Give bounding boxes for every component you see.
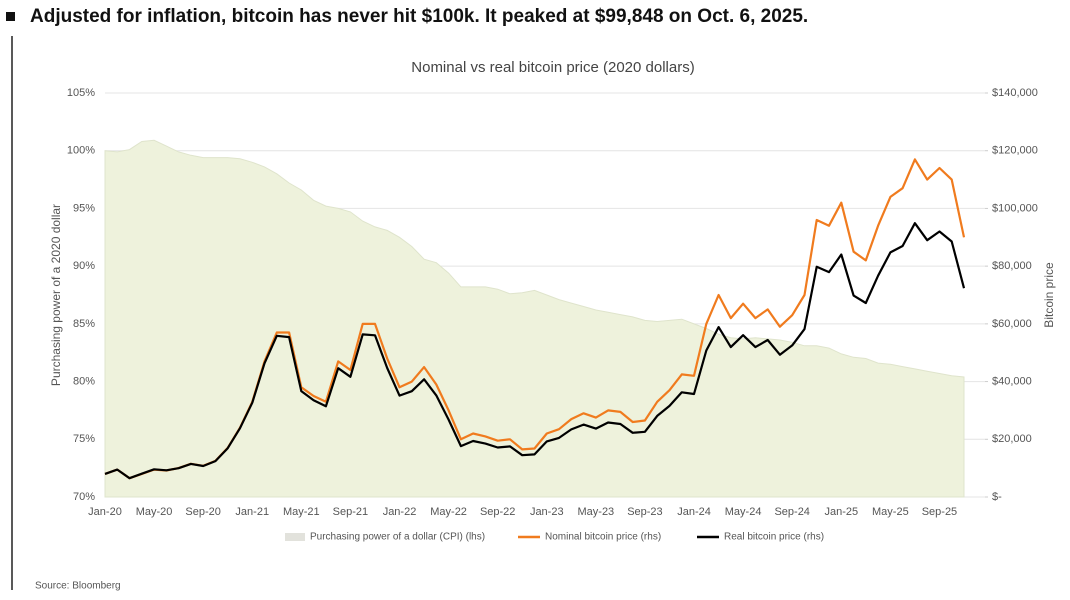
- y2-tick-label: $100,000: [992, 202, 1038, 214]
- x-tick-label: Sep-23: [627, 506, 662, 518]
- y-tick-label: 85%: [73, 318, 95, 330]
- chart-subtitle: Nominal vs real bitcoin price (2020 doll…: [411, 59, 694, 76]
- y-tick-label: 100%: [67, 145, 95, 157]
- legend-label: Nominal bitcoin price (rhs): [545, 532, 661, 543]
- x-tick-label: Sep-24: [774, 506, 809, 518]
- y2-tick-label: $120,000: [992, 145, 1038, 157]
- y-tick-label: 90%: [73, 260, 95, 272]
- x-tick-label: Sep-20: [185, 506, 220, 518]
- y-tick-label: 75%: [73, 433, 95, 445]
- y2-tick-label: $-: [992, 491, 1002, 503]
- y2-tick-label: $20,000: [992, 433, 1032, 445]
- price-line: [104, 222, 966, 480]
- x-tick-label: Jan-20: [88, 506, 122, 518]
- x-tick-label: Sep-25: [922, 506, 957, 518]
- y-tick-label: 80%: [73, 375, 95, 387]
- y-tick-label: 70%: [73, 491, 95, 503]
- chart-title: Adjusted for inflation, bitcoin has neve…: [30, 6, 808, 27]
- y2-tick-label: $80,000: [992, 260, 1032, 272]
- x-tick-label: Jan-21: [235, 506, 269, 518]
- x-tick-label: Jan-25: [824, 506, 858, 518]
- y-tick-label: 105%: [67, 87, 95, 99]
- legend-label: Real bitcoin price (rhs): [724, 532, 824, 543]
- x-tick-label: Jan-23: [530, 506, 564, 518]
- y2-tick-label: $140,000: [992, 87, 1038, 99]
- y2-tick-label: $40,000: [992, 375, 1032, 387]
- x-tick-label: May-22: [430, 506, 467, 518]
- x-tick-label: Jan-22: [383, 506, 417, 518]
- y2-tick-label: $60,000: [992, 318, 1032, 330]
- x-tick-label: Sep-22: [480, 506, 515, 518]
- y2-axis-label: Bitcoin price: [1042, 262, 1056, 328]
- x-tick-label: May-25: [872, 506, 909, 518]
- source-note: Source: Bloomberg: [35, 581, 121, 592]
- legend-label: Purchasing power of a dollar (CPI) (lhs): [310, 532, 485, 543]
- x-tick-label: May-21: [283, 506, 320, 518]
- legend-swatch: [285, 533, 305, 541]
- title-bullet: [6, 12, 15, 21]
- x-tick-label: May-24: [725, 506, 762, 518]
- x-tick-label: Jan-24: [677, 506, 711, 518]
- x-tick-label: Sep-21: [333, 506, 368, 518]
- y-axis-label: Purchasing power of a 2020 dollar: [49, 204, 63, 386]
- cpi-area: [104, 139, 965, 498]
- x-tick-label: May-20: [136, 506, 173, 518]
- x-tick-label: May-23: [578, 506, 615, 518]
- y-tick-label: 95%: [73, 202, 95, 214]
